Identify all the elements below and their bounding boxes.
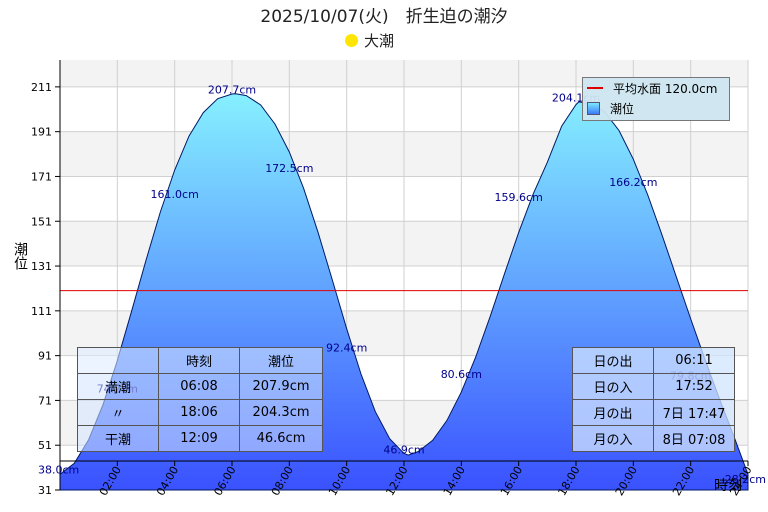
- moon-phase-label: 大潮: [364, 32, 395, 50]
- table-row: 満潮 06:08 207.9cm: [77, 373, 323, 400]
- data-label: 38.0cm: [38, 463, 79, 476]
- table-cell: 06:11: [653, 347, 735, 374]
- table-header-cell: [77, 347, 159, 374]
- legend-item-tide: 潮位: [583, 98, 729, 118]
- table-cell: 〃: [77, 399, 159, 426]
- table-row: 〃 18:06 204.3cm: [77, 399, 323, 426]
- y-axis-label: 潮位: [12, 242, 28, 270]
- table-row: 月の出 7日 17:47: [572, 399, 735, 426]
- table-cell: 204.3cm: [239, 399, 323, 426]
- legend-line-swatch: [587, 87, 603, 89]
- data-label: 161.0cm: [151, 188, 199, 201]
- y-tick-label: 31: [38, 484, 52, 497]
- table-cell: 12:09: [158, 425, 240, 452]
- x-axis-label: 時刻: [714, 478, 742, 494]
- table-row: 日の入 17:52: [572, 373, 735, 400]
- data-label: 46.9cm: [383, 443, 424, 456]
- legend-item-mean: 平均水面 120.0cm: [583, 78, 729, 98]
- table-header-cell: 時刻: [158, 347, 240, 374]
- y-tick-label: 91: [38, 350, 52, 363]
- legend: 平均水面 120.0cm 潮位: [582, 77, 730, 121]
- data-label: 80.6cm: [441, 368, 482, 381]
- table-cell: 06:08: [158, 373, 240, 400]
- data-label: 159.6cm: [495, 191, 543, 204]
- moon-phase: 大潮: [345, 30, 394, 51]
- y-tick-label: 171: [31, 170, 52, 183]
- y-tick-label: 151: [31, 215, 52, 228]
- table-cell: 日の入: [572, 373, 654, 400]
- table-cell: 18:06: [158, 399, 240, 426]
- data-label: 92.4cm: [326, 341, 367, 354]
- table-cell: 7日 17:47: [653, 399, 735, 426]
- table-cell: 46.6cm: [239, 425, 323, 452]
- table-cell: 207.9cm: [239, 373, 323, 400]
- y-tick-label: 211: [31, 81, 52, 94]
- table-row: 干潮 12:09 46.6cm: [77, 425, 323, 452]
- legend-area-swatch: [587, 101, 600, 115]
- tide-extremes-table: 時刻 潮位 満潮 06:08 207.9cm 〃 18:06 204.3cm 干…: [77, 347, 323, 452]
- data-label: 166.2cm: [609, 176, 657, 189]
- table-header-row: 時刻 潮位: [77, 347, 323, 374]
- table-cell: 17:52: [653, 373, 735, 400]
- table-header-cell: 潮位: [239, 347, 323, 374]
- chart-title: 2025/10/07(火) 折生迫の潮汐: [260, 7, 508, 27]
- moon-icon: [345, 34, 358, 47]
- table-cell: 8日 07:08: [653, 425, 735, 452]
- data-label: 172.5cm: [265, 162, 313, 175]
- table-cell: 月の出: [572, 399, 654, 426]
- table-cell: 干潮: [77, 425, 159, 452]
- table-row: 日の出 06:11: [572, 347, 735, 374]
- y-tick-label: 71: [38, 394, 52, 407]
- y-tick-label: 51: [38, 439, 52, 452]
- legend-mean-label: 平均水面 120.0cm: [613, 81, 718, 96]
- table-row: 月の入 8日 07:08: [572, 425, 735, 452]
- y-tick-label: 111: [31, 305, 52, 318]
- table-cell: 満潮: [77, 373, 159, 400]
- y-tick-label: 131: [31, 260, 52, 273]
- legend-tide-label: 潮位: [610, 101, 635, 116]
- y-tick-label: 191: [31, 126, 52, 139]
- sun-moon-table: 日の出 06:11 日の入 17:52 月の出 7日 17:47 月の入 8日 …: [572, 347, 735, 452]
- data-label: 28.2cm: [725, 473, 766, 486]
- table-cell: 月の入: [572, 425, 654, 452]
- table-cell: 日の出: [572, 347, 654, 374]
- data-label: 207.7cm: [208, 83, 256, 96]
